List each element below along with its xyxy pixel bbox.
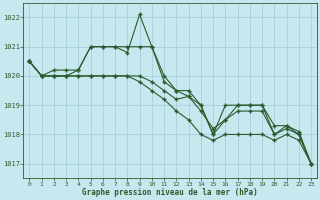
X-axis label: Graphe pression niveau de la mer (hPa): Graphe pression niveau de la mer (hPa) <box>82 188 258 197</box>
